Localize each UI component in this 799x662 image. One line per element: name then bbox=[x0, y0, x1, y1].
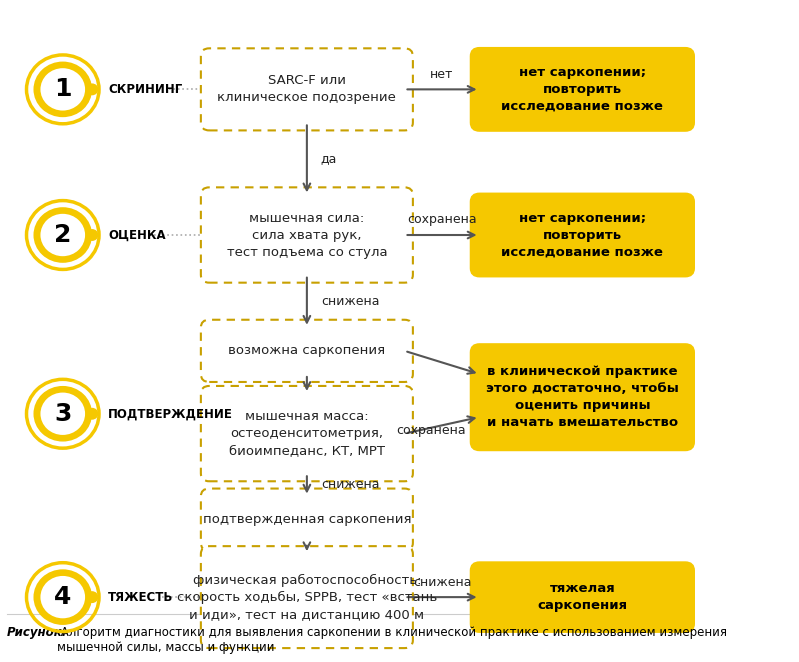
Circle shape bbox=[41, 393, 85, 435]
Text: нет: нет bbox=[431, 68, 454, 81]
Text: ОЦЕНКА: ОЦЕНКА bbox=[108, 228, 165, 242]
Text: сохранена: сохранена bbox=[396, 424, 466, 437]
Circle shape bbox=[85, 83, 98, 95]
Text: мышечная сила:
сила хвата рук,
тест подъема со стула: мышечная сила: сила хвата рук, тест подъ… bbox=[227, 212, 388, 258]
FancyBboxPatch shape bbox=[471, 344, 694, 450]
Text: тяжелая
саркопения: тяжелая саркопения bbox=[537, 582, 627, 612]
FancyBboxPatch shape bbox=[201, 386, 413, 481]
FancyBboxPatch shape bbox=[201, 489, 413, 551]
Circle shape bbox=[41, 576, 85, 618]
FancyBboxPatch shape bbox=[201, 187, 413, 283]
Circle shape bbox=[34, 386, 92, 442]
Text: физическая работоспособность:
скорость ходьбы, SPPB, тест «встань
и иди», тест н: физическая работоспособность: скорость х… bbox=[177, 573, 437, 621]
Circle shape bbox=[85, 229, 98, 241]
Text: да: да bbox=[321, 152, 337, 166]
Text: нет саркопении;
повторить
исследование позже: нет саркопении; повторить исследование п… bbox=[502, 212, 663, 258]
Circle shape bbox=[34, 207, 92, 263]
Circle shape bbox=[34, 62, 92, 117]
Text: подтвержденная саркопения: подтвержденная саркопения bbox=[203, 513, 411, 526]
FancyBboxPatch shape bbox=[201, 48, 413, 130]
Text: SARC-F или
клиническое подозрение: SARC-F или клиническое подозрение bbox=[217, 74, 396, 105]
Text: снижена: снижена bbox=[321, 295, 380, 308]
Text: снижена: снижена bbox=[413, 576, 471, 589]
FancyBboxPatch shape bbox=[201, 546, 413, 648]
Circle shape bbox=[85, 591, 98, 603]
Text: сохранена: сохранена bbox=[407, 213, 477, 226]
Text: СКРИНИНГ: СКРИНИНГ bbox=[108, 83, 182, 96]
Circle shape bbox=[34, 569, 92, 625]
Text: возможна саркопения: возможна саркопения bbox=[229, 344, 385, 357]
Text: нет саркопении;
повторить
исследование позже: нет саркопении; повторить исследование п… bbox=[502, 66, 663, 113]
Circle shape bbox=[41, 68, 85, 111]
FancyBboxPatch shape bbox=[471, 563, 694, 632]
Text: 3: 3 bbox=[54, 402, 71, 426]
Text: мышечная масса:
остеоденситометрия,
биоимпеданс, КТ, МРТ: мышечная масса: остеоденситометрия, биои… bbox=[229, 410, 385, 457]
Circle shape bbox=[85, 408, 98, 420]
Text: Алгоритм диагностики для выявления саркопении в клинической практике с использов: Алгоритм диагностики для выявления сарко… bbox=[58, 626, 727, 653]
Text: в клинической практике
этого достаточно, чтобы
оценить причины
и начать вмешател: в клинической практике этого достаточно,… bbox=[486, 365, 679, 429]
Text: ТЯЖЕСТЬ: ТЯЖЕСТЬ bbox=[108, 591, 173, 604]
Text: ПОДТВЕРЖДЕНИЕ: ПОДТВЕРЖДЕНИЕ bbox=[108, 407, 233, 420]
Circle shape bbox=[41, 214, 85, 256]
FancyBboxPatch shape bbox=[471, 194, 694, 276]
FancyBboxPatch shape bbox=[471, 48, 694, 130]
Text: снижена: снижена bbox=[321, 479, 380, 491]
FancyBboxPatch shape bbox=[201, 320, 413, 382]
Text: 4: 4 bbox=[54, 585, 71, 609]
Text: Рисунок.: Рисунок. bbox=[7, 626, 67, 639]
Text: 1: 1 bbox=[54, 77, 72, 101]
Text: 2: 2 bbox=[54, 223, 71, 247]
